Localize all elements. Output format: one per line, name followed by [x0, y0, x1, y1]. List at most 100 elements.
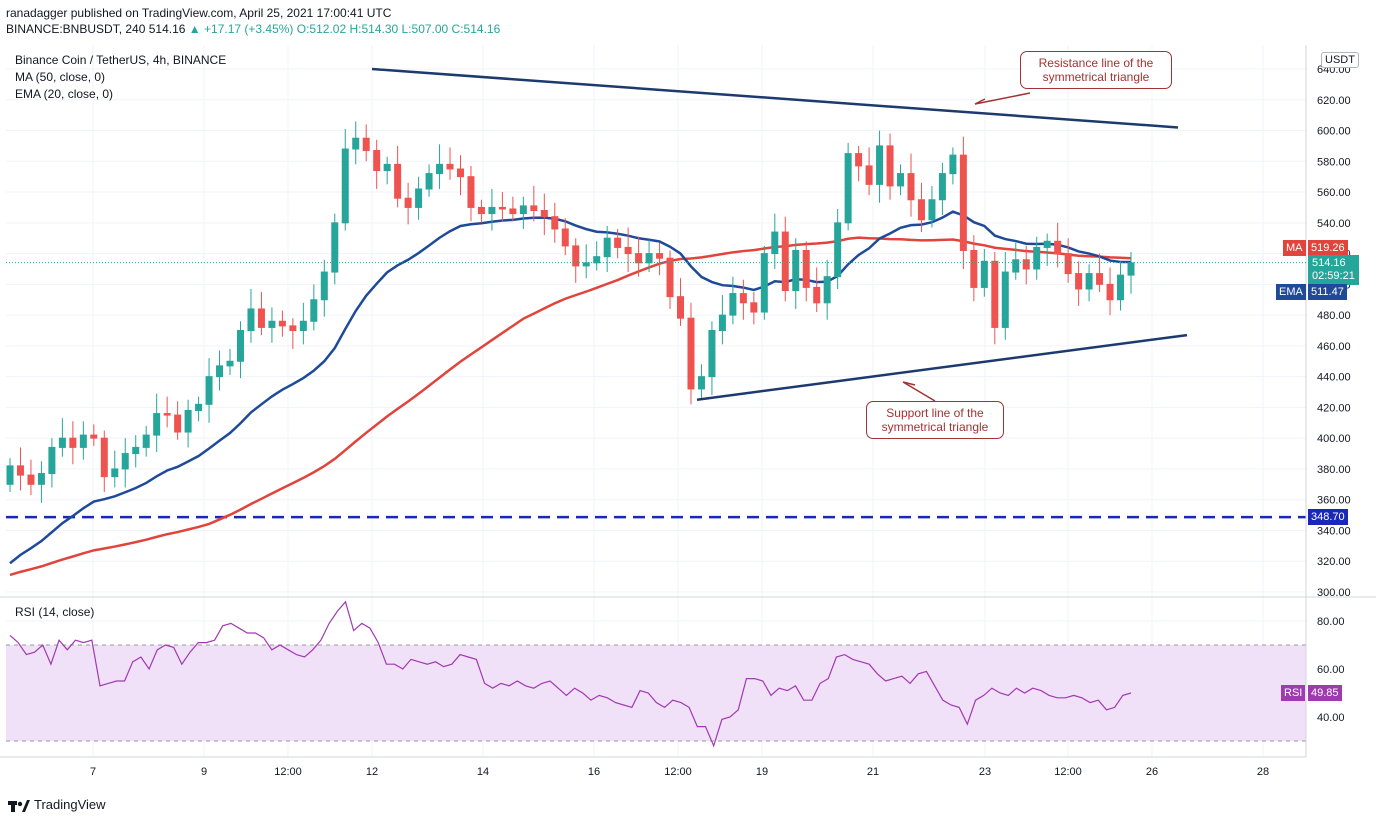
candle-body: [27, 474, 35, 485]
candle-body: [876, 145, 884, 185]
up-arrow-icon: ▲: [188, 22, 201, 36]
candle: [876, 130, 884, 203]
candle-body: [739, 293, 747, 304]
price-tick-label: 580.00: [1317, 156, 1351, 168]
candle-body: [48, 446, 56, 475]
candle: [436, 144, 444, 189]
candle-body: [111, 468, 119, 478]
candle: [415, 176, 423, 220]
candle-body: [362, 137, 370, 152]
resistance-callout: Resistance line of the symmetrical trian…: [1020, 51, 1172, 89]
candle: [886, 133, 894, 200]
price-tick-label: 460.00: [1317, 341, 1351, 353]
candle: [928, 185, 936, 228]
candle-body: [383, 163, 391, 172]
candle-body: [153, 413, 161, 436]
candle-body: [886, 145, 894, 187]
rsi-tick-label: 60.00: [1317, 664, 1345, 676]
rsi-band-fill: [6, 645, 1306, 741]
candle-body: [813, 286, 821, 304]
candle-body: [425, 173, 433, 190]
candle-body: [697, 376, 705, 390]
candle: [781, 216, 789, 302]
candle-body: [310, 299, 318, 322]
candle-body: [1022, 259, 1030, 270]
candle: [1054, 222, 1062, 268]
axes: 300.00 320.00 340.00 360.00 380.00 400.00 420.…: [0, 45, 1376, 778]
candle-body: [488, 206, 496, 215]
candle-body: [687, 317, 695, 390]
time-tick-label: 12:00: [1054, 766, 1082, 778]
currency-label[interactable]: USDT: [1321, 52, 1359, 68]
candle-body: [1033, 246, 1041, 270]
candle-body: [792, 250, 800, 292]
ma-legend: MA (50, close, 0): [15, 70, 106, 84]
candle: [907, 153, 915, 217]
price-tick-label: 420.00: [1317, 402, 1351, 414]
candle: [132, 435, 140, 468]
candle: [100, 430, 108, 493]
time-tick-label: 12:00: [274, 766, 302, 778]
candle-body: [121, 453, 129, 470]
candle-body: [959, 154, 967, 252]
time-tick-label: 19: [756, 766, 768, 778]
candle-body: [718, 314, 726, 331]
candle: [48, 438, 56, 488]
candle: [16, 447, 24, 491]
tradingview-icon: [8, 799, 30, 812]
price-tick-label: 380.00: [1317, 464, 1351, 476]
price-tick-label: 600.00: [1317, 126, 1351, 138]
candle: [614, 228, 622, 259]
candle-body: [980, 260, 988, 288]
candle: [142, 425, 150, 457]
candle: [897, 164, 905, 196]
candle-body: [781, 231, 789, 292]
candle-body: [436, 163, 444, 175]
candle-body: [205, 376, 213, 405]
candle-body: [708, 330, 716, 378]
candle-body: [37, 473, 45, 485]
candle-body: [750, 302, 758, 313]
candle: [404, 182, 412, 225]
candle-body: [320, 271, 328, 301]
candle-body: [58, 437, 66, 448]
price-tick-label: 360.00: [1317, 495, 1351, 507]
time-tick-label: 7: [90, 766, 96, 778]
candle-body: [415, 188, 423, 208]
time-tick-label: 21: [867, 766, 879, 778]
candle: [1106, 267, 1114, 316]
tradingview-logo[interactable]: TradingView: [8, 797, 106, 812]
candle: [509, 196, 517, 222]
candle-body: [90, 434, 98, 439]
candle-body: [928, 199, 936, 221]
candle: [645, 239, 653, 273]
candle: [362, 124, 370, 162]
candle-body: [16, 465, 24, 476]
candle: [656, 242, 664, 276]
candle: [666, 250, 674, 309]
candle: [69, 421, 77, 465]
price-tick-label: 620.00: [1317, 95, 1351, 107]
candle-body: [373, 150, 381, 172]
candle: [593, 241, 601, 271]
candle: [58, 418, 66, 457]
candle: [677, 278, 685, 326]
rsi-band: [6, 644, 1306, 742]
candle: [394, 145, 402, 208]
candle-body: [656, 253, 664, 259]
candle-body: [677, 296, 685, 319]
candle: [844, 142, 852, 231]
candle-body: [802, 250, 810, 288]
candle: [949, 147, 957, 185]
candle-body: [729, 293, 737, 316]
rsi-badge-label: RSI: [1281, 685, 1306, 701]
candle-body: [519, 205, 527, 215]
price-badge-value: 514.16: [1312, 257, 1346, 269]
candle-body: [603, 237, 611, 258]
brand-name: TradingView: [34, 797, 106, 812]
time-tick-label: 16: [588, 766, 600, 778]
price-tick-label: 300.00: [1317, 587, 1351, 599]
candle: [205, 358, 213, 423]
candle: [959, 136, 967, 269]
candle-body: [257, 308, 265, 328]
